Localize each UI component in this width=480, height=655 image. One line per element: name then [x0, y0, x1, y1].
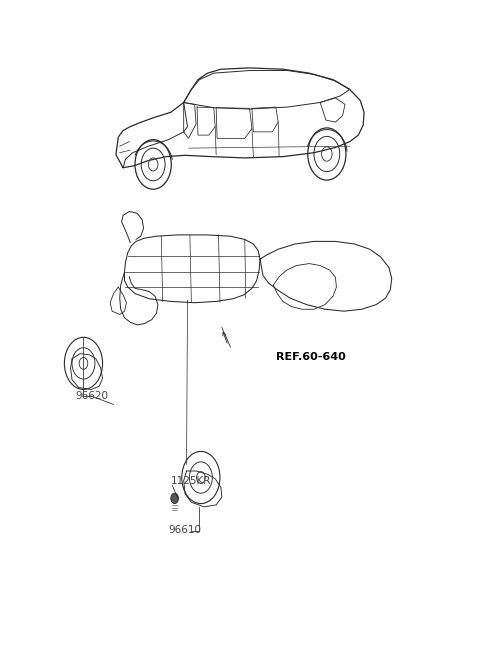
Text: 96610: 96610 [168, 525, 202, 534]
Text: REF.60-640: REF.60-640 [276, 352, 346, 362]
Text: 1125KR: 1125KR [171, 476, 211, 486]
Text: 96620: 96620 [75, 391, 108, 401]
Circle shape [171, 493, 179, 504]
